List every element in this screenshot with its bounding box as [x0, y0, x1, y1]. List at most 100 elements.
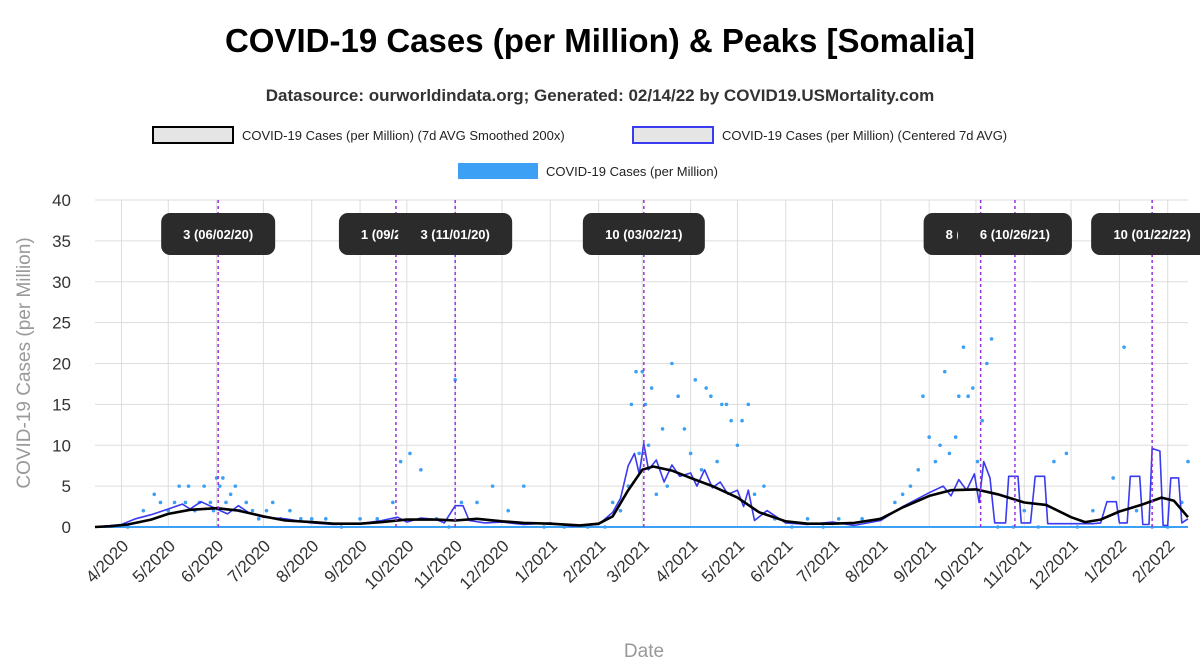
daily-point — [1186, 459, 1190, 464]
legend-item-centered[interactable]: COVID-19 Cases (per Million) (Centered 7… — [632, 126, 1007, 144]
daily-point — [288, 508, 292, 513]
daily-point — [186, 484, 191, 488]
y-tick-label: 40 — [52, 191, 71, 210]
legend-item-daily[interactable]: COVID-19 Cases (per Million) — [458, 163, 718, 179]
daily-point — [250, 508, 255, 513]
daily-point — [299, 517, 303, 521]
daily-point — [323, 517, 328, 521]
y-tick-label: 35 — [52, 232, 71, 251]
x-tick-label: 4/2020 — [82, 536, 132, 586]
peaks-layer: 3 (06/02/20) 1 (09/24/20)3 (11/01/20) 10 (… — [161, 200, 1200, 527]
legend-label-centered: COVID-19 Cases (per Million) (Centered 7… — [722, 127, 1008, 143]
y-axis: 0 5 10 15 20 25 30 35 40 — [52, 191, 71, 537]
peak-label-box — [957, 213, 1072, 255]
daily-point — [860, 517, 864, 521]
peak-label-box — [398, 213, 513, 255]
daily-point — [339, 525, 344, 529]
daily-point — [938, 443, 942, 448]
daily-point — [490, 484, 495, 488]
daily-point — [152, 492, 157, 497]
daily-point — [125, 525, 130, 529]
x-tick-label: 5/2021 — [698, 536, 748, 586]
daily-point — [233, 484, 238, 488]
x-tick-label: 1/2022 — [1080, 536, 1130, 586]
daily-point — [610, 500, 615, 505]
daily-point — [634, 369, 638, 374]
daily-point — [419, 467, 423, 472]
daily-point — [453, 378, 457, 382]
legend-label-smoothed: COVID-19 Cases (per Million) (7d AVG Smo… — [242, 127, 565, 143]
daily-point — [1022, 508, 1027, 513]
peak-label: 10 (03/02/21) — [605, 227, 682, 242]
daily-point — [961, 345, 966, 349]
daily-point — [985, 361, 989, 366]
daily-point — [729, 418, 733, 423]
y-tick-label: 20 — [52, 355, 71, 374]
daily-point — [408, 451, 412, 456]
x-tick-label: 10/2020 — [361, 536, 418, 593]
daily-point — [971, 386, 975, 390]
x-tick-label: 4/2021 — [651, 536, 701, 586]
daily-point — [637, 451, 641, 456]
daily-point — [724, 402, 729, 407]
y-tick-label: 30 — [52, 273, 71, 292]
daily-point — [953, 435, 958, 439]
daily-point — [699, 467, 704, 472]
y-tick-label: 15 — [52, 395, 71, 414]
peak-label-box — [582, 213, 705, 255]
y-tick-label: 10 — [52, 436, 71, 455]
daily-point — [398, 459, 403, 464]
daily-point — [752, 492, 757, 497]
daily-point — [158, 500, 163, 505]
daily-point — [746, 402, 751, 407]
x-tick-label: 2/2021 — [559, 536, 609, 586]
peak-label: 3 (06/02/20) — [183, 227, 253, 242]
daily-point — [790, 525, 794, 529]
legend-label-daily: COVID-19 Cases (per Million) — [546, 163, 718, 179]
daily-point — [202, 484, 206, 488]
x-tick-label: 6/2021 — [746, 536, 796, 586]
daily-point — [670, 361, 674, 366]
x-tick-label: 1/2021 — [511, 536, 561, 586]
y-tick-label: 5 — [62, 477, 71, 496]
x-tick-label: 8/2021 — [841, 536, 891, 586]
daily-point — [391, 500, 395, 505]
daily-point — [1122, 345, 1126, 349]
daily-point — [217, 484, 222, 488]
daily-point — [921, 394, 925, 399]
daily-point — [603, 525, 607, 529]
daily-point — [521, 484, 526, 488]
daily-point — [805, 517, 810, 521]
daily-point — [762, 484, 766, 488]
daily-point — [264, 508, 269, 513]
daily-point — [1111, 476, 1115, 480]
daily-point — [224, 500, 228, 505]
daily-point — [821, 525, 825, 529]
daily-point — [542, 525, 546, 529]
x-axis: 4/20205/20206/20207/20208/20209/202010/2… — [82, 536, 1178, 593]
daily-point — [629, 402, 634, 407]
daily-point — [585, 525, 590, 529]
daily-point — [704, 386, 709, 390]
daily-point — [975, 459, 980, 464]
daily-point — [676, 394, 680, 399]
daily-point — [646, 443, 651, 448]
chart-subtitle: Datasource: ourworldindata.org; Generate… — [265, 86, 935, 105]
x-tick-label: 7/2021 — [793, 536, 843, 586]
daily-point — [177, 484, 181, 488]
daily-point — [740, 418, 744, 423]
y-axis-label: COVID-19 Cases (per Million) — [14, 237, 35, 488]
x-tick-label: 3/2021 — [603, 536, 653, 586]
daily-point — [956, 394, 961, 399]
peak-label-box — [1091, 213, 1200, 255]
x-tick-label: 2/2022 — [1128, 536, 1178, 586]
peak-label: 6 (10/26/21) — [980, 227, 1050, 242]
daily-point — [1064, 451, 1069, 456]
x-tick-label: 12/2021 — [1025, 536, 1082, 593]
legend-item-smoothed[interactable]: COVID-19 Cases (per Million) (7d AVG Smo… — [152, 126, 565, 144]
daily-point — [665, 484, 670, 488]
daily-point — [1036, 525, 1041, 529]
daily-point — [715, 459, 719, 464]
x-tick-label: 11/2021 — [979, 536, 1035, 592]
